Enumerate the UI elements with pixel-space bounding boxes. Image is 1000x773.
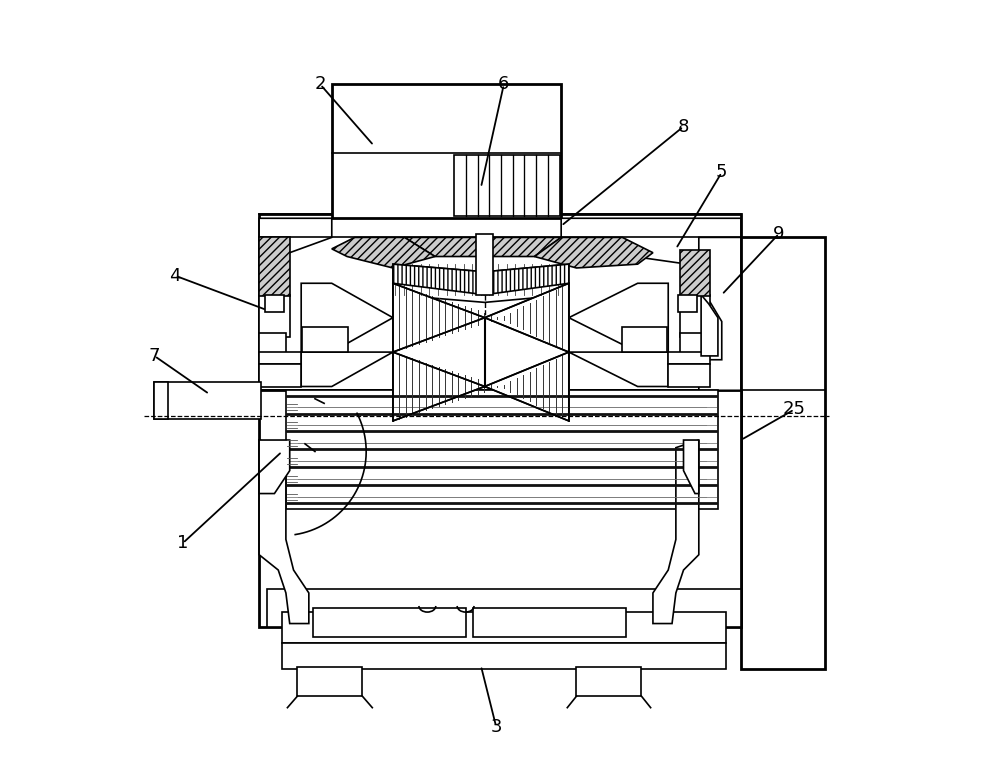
- Bar: [282, 612, 726, 642]
- Polygon shape: [699, 237, 741, 390]
- Bar: [668, 363, 710, 386]
- Polygon shape: [561, 218, 741, 272]
- Bar: [576, 667, 641, 696]
- Polygon shape: [393, 283, 485, 352]
- Polygon shape: [301, 283, 393, 352]
- Bar: [265, 295, 284, 312]
- Text: 25: 25: [783, 400, 806, 418]
- Polygon shape: [393, 264, 569, 302]
- Polygon shape: [259, 218, 332, 272]
- Bar: [297, 667, 362, 696]
- Bar: [678, 295, 697, 312]
- Bar: [313, 608, 466, 637]
- Text: 6: 6: [498, 76, 510, 94]
- Bar: [680, 333, 706, 356]
- Polygon shape: [485, 283, 569, 352]
- Bar: [282, 642, 726, 669]
- Polygon shape: [393, 352, 485, 421]
- Bar: [741, 237, 825, 669]
- Text: 7: 7: [149, 347, 160, 365]
- Text: 9: 9: [773, 225, 785, 243]
- Bar: [454, 155, 560, 216]
- Polygon shape: [393, 264, 569, 295]
- Text: 1: 1: [177, 534, 188, 552]
- Text: 4: 4: [169, 267, 181, 284]
- Bar: [680, 250, 710, 296]
- Polygon shape: [404, 237, 561, 257]
- Polygon shape: [534, 237, 653, 268]
- Text: 8: 8: [678, 117, 689, 135]
- Bar: [154, 382, 261, 419]
- Polygon shape: [569, 352, 668, 386]
- Polygon shape: [684, 440, 699, 493]
- Bar: [259, 333, 286, 356]
- Bar: [286, 390, 718, 509]
- Bar: [476, 233, 493, 295]
- Bar: [332, 84, 561, 218]
- Polygon shape: [653, 440, 699, 624]
- Bar: [259, 363, 301, 386]
- Bar: [473, 608, 626, 637]
- Bar: [259, 390, 741, 628]
- Bar: [154, 382, 168, 419]
- Polygon shape: [485, 352, 569, 421]
- Bar: [302, 327, 348, 352]
- Bar: [622, 327, 667, 352]
- Polygon shape: [301, 352, 393, 386]
- Bar: [680, 295, 710, 337]
- Polygon shape: [332, 237, 435, 268]
- Bar: [259, 214, 741, 390]
- Polygon shape: [701, 295, 718, 356]
- Text: 5: 5: [716, 163, 728, 182]
- Text: 2: 2: [315, 76, 326, 94]
- Polygon shape: [569, 283, 668, 352]
- Bar: [259, 352, 301, 363]
- Bar: [259, 295, 290, 337]
- Polygon shape: [259, 440, 290, 493]
- Text: 3: 3: [490, 718, 502, 736]
- Bar: [668, 352, 710, 363]
- Polygon shape: [259, 440, 309, 624]
- Bar: [267, 589, 741, 628]
- Bar: [259, 237, 290, 296]
